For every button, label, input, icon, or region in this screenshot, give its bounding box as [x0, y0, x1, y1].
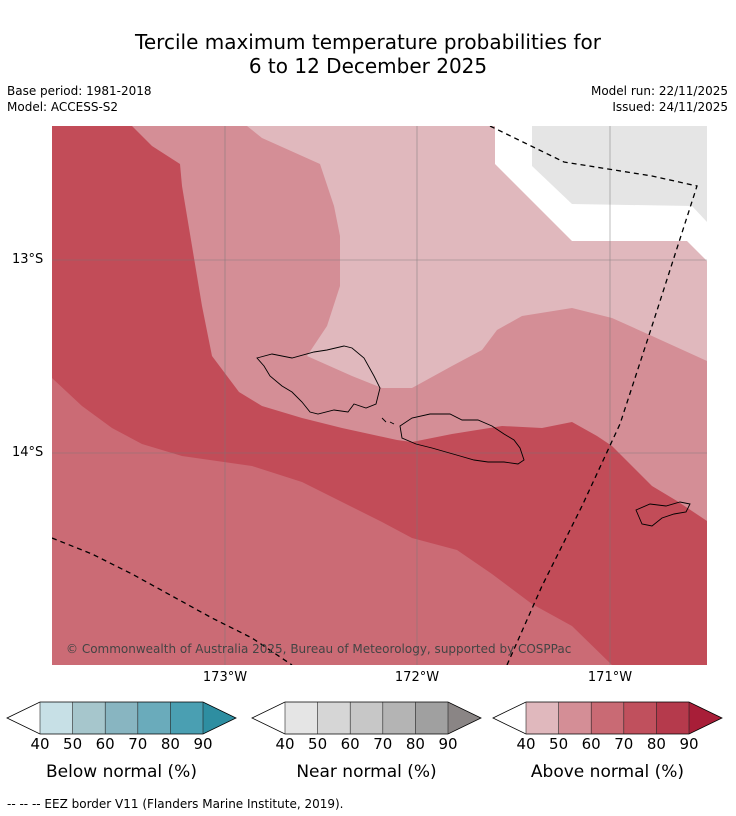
colorbar-segment [105, 702, 138, 734]
region-near-normal [532, 126, 707, 222]
eez-border-east [489, 126, 698, 665]
colorbar-tick-label: 70 [614, 735, 634, 753]
colorbar-min-extension [493, 702, 526, 734]
colorbar-max-extension [689, 702, 722, 734]
title-line-1: Tercile maximum temperature probabilitie… [135, 30, 601, 54]
colorbar-min-extension [252, 702, 285, 734]
colorbar-tick-label: 80 [646, 735, 666, 753]
colorbar-tick-label: 60 [340, 735, 360, 753]
title-line-2: 6 to 12 December 2025 [248, 54, 488, 78]
colorbar-tick-label: 40 [516, 735, 536, 753]
colorbar-segment [317, 702, 351, 734]
colorbar-segment [656, 702, 689, 734]
colorbar-tick-label: 60 [95, 735, 115, 753]
colorbar-tick-label: 80 [160, 735, 180, 753]
upolu-island [399, 413, 525, 465]
model-name: Model: ACCESS-S2 [7, 100, 119, 114]
colorbar-max-extension [448, 702, 481, 734]
colorbar-tick-label: 80 [405, 735, 425, 753]
colorbar-segment [137, 702, 171, 734]
meta-left: Base period: 1981-2018 Model: ACCESS-S2 [7, 83, 152, 115]
colorbar-tick-label: 50 [549, 735, 569, 753]
colorbar-tick-label: 40 [275, 735, 295, 753]
islands [256, 345, 691, 527]
colorbar-segment [72, 702, 106, 734]
savaii-island [256, 345, 381, 415]
chart-title: Tercile maximum temperature probabilitie… [0, 30, 736, 78]
lon-label-171w: 171°W [587, 670, 633, 685]
colorbar-near-normal [251, 701, 482, 735]
colorbars [6, 701, 723, 735]
colorbar-segment [591, 702, 624, 734]
map-copyright: © Commonwealth of Australia 2025, Bureau… [66, 642, 571, 656]
graticule [52, 126, 707, 665]
colorbar-tick-label: 90 [193, 735, 213, 753]
colorbar-below-normal [6, 701, 237, 735]
colorbar-segment [558, 702, 592, 734]
colorbar-above-normal [492, 701, 723, 735]
colorbar-tick-label: 50 [308, 735, 328, 753]
model-run: Model run: 22/11/2025 [590, 84, 728, 98]
colorbar-title-above: Above normal (%) [530, 762, 685, 782]
lat-label-14s: 14°S [12, 445, 44, 460]
eez-borders [52, 126, 698, 665]
colorbar-segment [623, 702, 657, 734]
lon-label-173w: 173°W [202, 670, 248, 685]
colorbar-title-near: Near normal (%) [296, 762, 437, 782]
colorbar-segment [170, 702, 203, 734]
meta-right: Model run: 22/11/2025 Issued: 24/11/2025 [591, 83, 728, 115]
manono-island [381, 417, 387, 423]
probability-map: © Commonwealth of Australia 2025, Bureau… [52, 126, 707, 665]
colorbar-tick-label: 90 [679, 735, 699, 753]
region-above-60-70 [52, 126, 707, 665]
colorbar-tick-label: 40 [30, 735, 50, 753]
colorbar-segment [285, 702, 318, 734]
colorbar-tick-label: 90 [438, 735, 458, 753]
colorbar-tick-label: 70 [128, 735, 148, 753]
colorbar-min-extension [7, 702, 40, 734]
colorbar-segment [350, 702, 383, 734]
apolima-island [389, 421, 395, 425]
tutuila-island [635, 501, 691, 527]
colorbar-segment [382, 702, 416, 734]
lat-label-13s: 13°S [12, 252, 44, 267]
colorbar-tick-label: 70 [373, 735, 393, 753]
colorbar-segment [415, 702, 448, 734]
colorbar-segment [40, 702, 73, 734]
colorbar-tick-label: 60 [581, 735, 601, 753]
colorbar-title-below: Below normal (%) [46, 762, 197, 782]
colorbar-segment [526, 702, 559, 734]
eez-legend-note: -- -- -- EEZ border V11 (Flanders Marine… [7, 797, 344, 811]
issued-date: Issued: 24/11/2025 [612, 100, 728, 114]
masked-area [495, 126, 707, 261]
base-period: Base period: 1981-2018 [7, 84, 152, 98]
lon-label-172w: 172°W [394, 670, 440, 685]
colorbar-max-extension [203, 702, 236, 734]
colorbar-tick-label: 50 [63, 735, 83, 753]
